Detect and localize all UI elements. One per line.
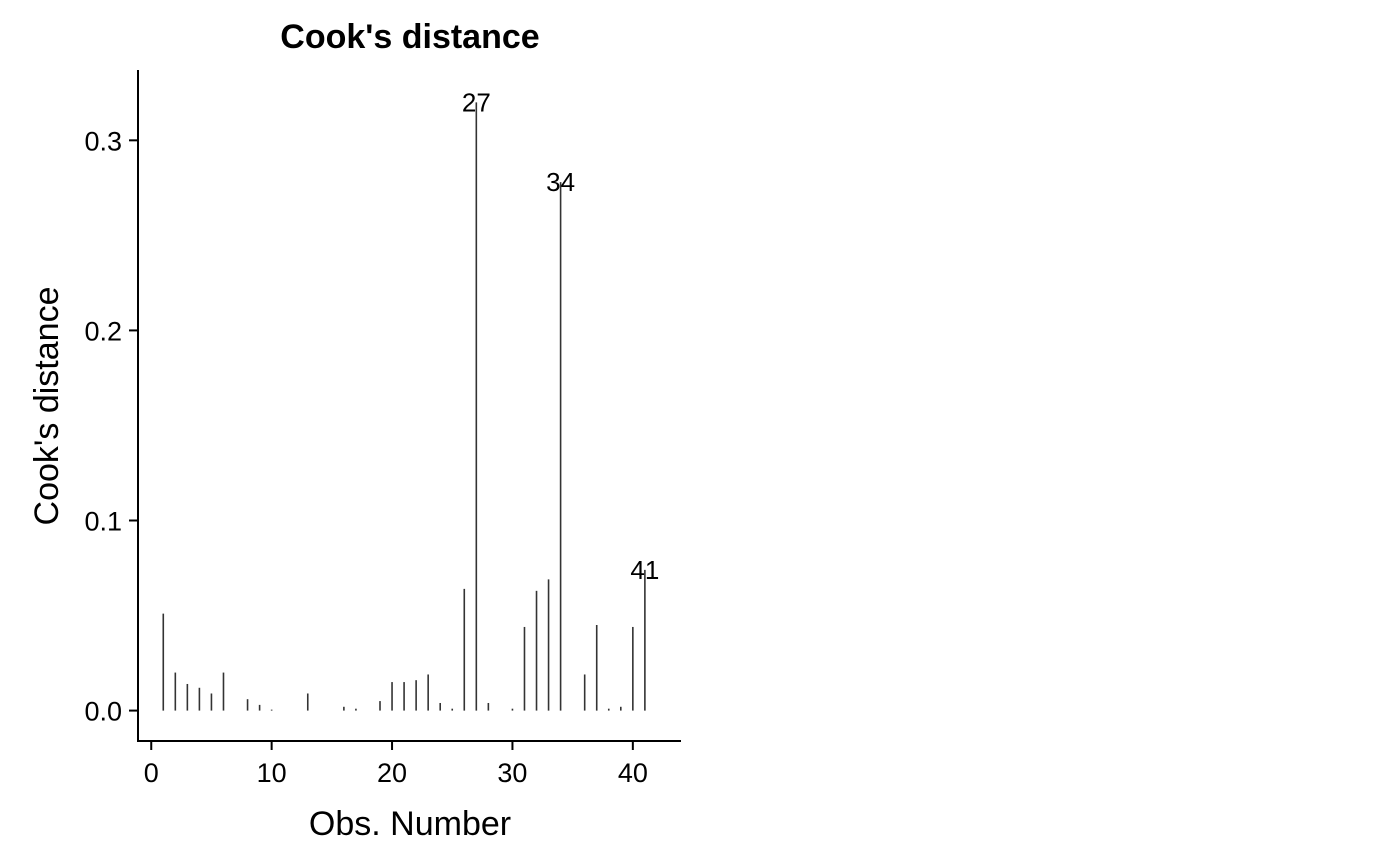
data-label-obs-34: 34 [546,167,575,197]
x-axis-label: Obs. Number [309,805,511,843]
chart-title: Cook's distance [280,18,539,56]
y-tick-label: 0.0 [84,697,122,727]
x-tick-label: 0 [144,758,159,788]
y-tick-label: 0.3 [84,126,122,156]
annotations-group: 27 34 41 [462,87,659,585]
data-label-obs-41: 41 [630,555,659,585]
x-ticks-group: 0 10 20 30 40 [144,741,648,788]
data-label-obs-27: 27 [462,87,491,117]
bars-group [162,102,646,711]
x-tick-label: 30 [497,758,527,788]
x-tick-label: 40 [618,758,648,788]
x-tick-label: 20 [377,758,407,788]
x-tick-label: 10 [257,758,287,788]
y-ticks-group: 0.0 0.1 0.2 0.3 [84,126,138,727]
y-tick-label: 0.2 [84,316,122,346]
y-tick-label: 0.1 [84,507,122,537]
y-axis-label: Cook's distance [28,287,66,526]
